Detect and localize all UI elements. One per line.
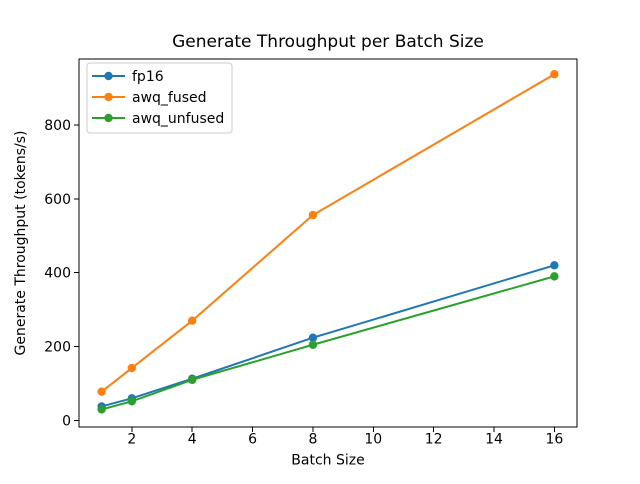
- y-tick-label: 800: [44, 118, 71, 134]
- x-tick-label: 6: [248, 432, 257, 448]
- legend-label: awq_fused: [132, 90, 207, 106]
- x-tick-label: 8: [308, 432, 317, 448]
- series-point-fp16-x8: [308, 333, 318, 342]
- x-axis-label: Batch Size: [291, 453, 364, 469]
- legend-item-awq_fused: awq_fused: [92, 90, 207, 106]
- x-tick-label: 4: [188, 432, 197, 448]
- x-tick-label: 14: [485, 432, 503, 448]
- series-point-awq_fused-x8: [308, 210, 318, 220]
- series-line-awq_unfused: [101, 275, 555, 411]
- series-point-awq_unfused-x1: [97, 405, 106, 414]
- series-point-awq_fused-x16: [550, 70, 559, 79]
- series-line-fp16: [101, 264, 555, 408]
- series-point-awq_unfused-x2: [127, 397, 137, 406]
- y-tick-label: 600: [44, 192, 71, 208]
- legend-item-awq_unfused: awq_unfused: [92, 111, 224, 127]
- series-point-awq_unfused-x8: [308, 340, 318, 349]
- y-tick-label: 0: [62, 413, 71, 429]
- legend-marker-icon: [104, 71, 113, 81]
- y-tick-label: 200: [44, 340, 71, 356]
- plot-border: [78, 58, 578, 428]
- legend-marker-icon: [104, 92, 113, 102]
- x-tick-label: 16: [545, 432, 563, 448]
- series-point-awq_fused-x2: [127, 363, 137, 373]
- x-tick-label: 2: [127, 432, 136, 448]
- series-point-awq_fused-x4: [187, 316, 197, 325]
- legend-label: fp16: [132, 69, 164, 85]
- series-point-awq_fused-x1: [97, 387, 106, 396]
- legend-frame: [86, 62, 233, 134]
- legend-item-fp16: fp16: [92, 69, 164, 85]
- series-point-awq_unfused-x4: [187, 375, 197, 385]
- series-point-fp16-x16: [550, 261, 559, 270]
- series-point-awq_unfused-x16: [550, 272, 559, 281]
- x-tick-label: 12: [425, 432, 443, 448]
- legend: fp16 awq_fused awq_unfused: [86, 62, 233, 134]
- y-axis-label: Generate Throughput (tokens/s): [13, 131, 29, 356]
- x-tick-label: 10: [364, 432, 382, 448]
- chart-title: Generate Throughput per Batch Size: [172, 32, 484, 52]
- legend-label: awq_unfused: [132, 111, 224, 127]
- y-tick-label: 400: [44, 266, 71, 282]
- legend-marker-icon: [104, 113, 113, 123]
